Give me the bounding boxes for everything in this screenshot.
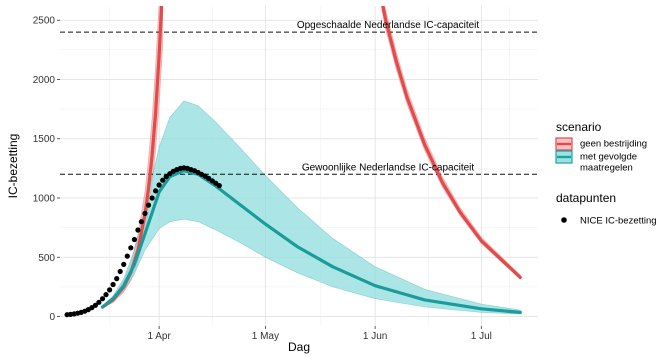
x-tick-label: 1 May: [252, 331, 279, 342]
y-tick-label: 2000: [33, 75, 56, 86]
data-point-16: [121, 261, 127, 267]
series-line-1: [381, 6, 522, 279]
data-point-15: [117, 268, 123, 275]
legend-title-datapunten: datapunten: [556, 191, 616, 205]
y-tick-label: 0: [49, 312, 55, 323]
x-tick-label: 1 Apr: [147, 331, 171, 342]
data-point-11: [103, 292, 109, 298]
data-point-27: [160, 177, 166, 183]
y-tick-label: 500: [38, 253, 55, 264]
data-point-21: [138, 219, 144, 225]
data-point-17: [124, 253, 130, 259]
x-tick-labels: 1 Apr 1 May 1 Jun 1 Jul: [147, 326, 492, 342]
data-point-43: [216, 183, 222, 189]
legend-label-line: maatregelen: [580, 163, 633, 174]
y-axis-title: IC-bezetting: [6, 134, 20, 199]
data-point-12: [107, 287, 113, 293]
legend-label-0: geen bestrijding: [580, 139, 647, 150]
legend-label-line: met gevolgde: [580, 152, 637, 163]
data-point-19: [131, 236, 137, 243]
data-point-28: [163, 174, 169, 180]
y-tick-label: 2500: [33, 16, 56, 27]
y-tick-label: 1500: [33, 134, 56, 145]
y-tick-label: 1000: [33, 194, 56, 205]
x-axis-title: Dag: [288, 340, 310, 354]
ribbon-2: [102, 100, 521, 315]
reference-labels: Opgeschaalde Nederlandse IC-capaciteit Ge…: [297, 20, 480, 173]
x-tick-label: 1 Jun: [363, 331, 387, 342]
data-points: [64, 165, 222, 318]
legend: scenario geen bestrijding met gevolgde maat…: [555, 120, 657, 227]
data-point-8: [92, 302, 98, 308]
data-point-9: [96, 299, 102, 305]
data-point-26: [156, 182, 162, 188]
data-point-22: [142, 210, 148, 216]
reference-label-1: Gewoonlijke Nederlandse IC-capaciteit: [302, 162, 475, 173]
data-point-18: [128, 245, 134, 251]
data-point-24: [149, 195, 155, 201]
x-tick-label: 1 Jul: [471, 331, 492, 342]
data-point-23: [145, 202, 152, 208]
legend-label-1: met gevolgde maatregelen: [580, 152, 637, 174]
data-point-25: [153, 188, 159, 194]
data-point-20: [135, 227, 141, 233]
data-point-13: [110, 281, 116, 288]
y-tick-labels: 0 500 1000 1500 2000 2500: [33, 16, 60, 323]
legend-title-scenario: scenario: [556, 120, 602, 134]
legend-point-key-0: [561, 217, 567, 223]
legend-label-line: geen bestrijding: [580, 139, 647, 150]
data-point-14: [114, 276, 120, 282]
reference-label-0: Opgeschaalde Nederlandse IC-capaciteit: [297, 20, 480, 31]
data-point-10: [99, 296, 106, 302]
ribbon-1: [380, 6, 521, 280]
legend-point-label-0: NICE IC-bezetting: [580, 216, 657, 227]
